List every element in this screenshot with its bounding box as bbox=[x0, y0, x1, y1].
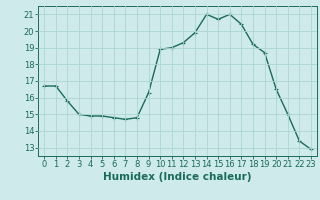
X-axis label: Humidex (Indice chaleur): Humidex (Indice chaleur) bbox=[103, 172, 252, 182]
